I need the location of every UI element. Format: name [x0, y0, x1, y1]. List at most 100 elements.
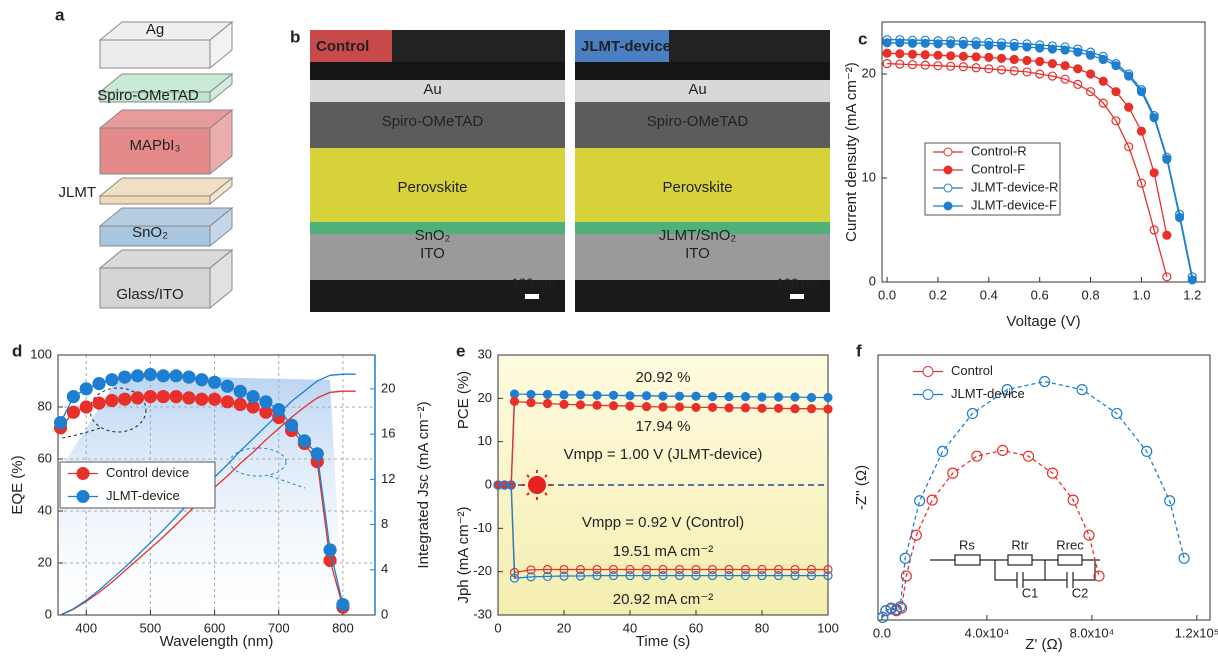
layer: [98, 72, 234, 104]
plot-frame: [881, 21, 1206, 283]
layer-side: [209, 108, 233, 176]
data-point: [542, 398, 553, 409]
data-point: [877, 611, 889, 623]
data-point: [880, 605, 892, 617]
x-tick-label: 1.2: [1183, 287, 1201, 302]
data-point: [724, 570, 734, 581]
data-point: [575, 571, 586, 581]
data-point: [195, 373, 209, 387]
data-point: [143, 367, 158, 382]
data-point: [53, 416, 68, 430]
data-point: [806, 564, 817, 575]
data-point: [1178, 552, 1190, 564]
sem-layer: [310, 80, 565, 102]
data-point: [1001, 384, 1013, 396]
layer-side: [209, 206, 233, 248]
data-point: [707, 402, 718, 413]
legend-label: Control-R: [971, 143, 1027, 158]
data-point: [1141, 445, 1153, 457]
data-point: [658, 564, 668, 575]
data-point: [757, 570, 767, 581]
arrow: [61, 427, 101, 439]
data-point: [996, 53, 1007, 64]
data-point: [559, 399, 569, 409]
data-point: [608, 564, 619, 575]
data-point: [757, 403, 767, 413]
data-point: [658, 402, 668, 412]
data-point: [156, 390, 170, 404]
layer-side: [209, 20, 233, 70]
data-point: [966, 407, 979, 420]
data-point: [297, 434, 312, 448]
data-point: [592, 570, 602, 581]
x-tick-label: 0.6: [1031, 287, 1049, 302]
sem-title-box: [575, 30, 669, 62]
y2-tick-label: 8: [381, 516, 388, 531]
data-point: [946, 51, 956, 61]
legend-label: Control device: [106, 465, 189, 480]
y-tick-label: 100: [30, 346, 52, 361]
data-point: [773, 570, 784, 581]
y2-axis-label: Integrated Jsc (mA cm⁻²): [415, 401, 432, 568]
data-point: [143, 390, 158, 404]
data-point: [724, 564, 734, 575]
y2-tick-label: 0: [381, 606, 388, 621]
y-tick-label: 80: [38, 398, 52, 413]
sem-layer-label: ITO: [420, 245, 445, 262]
data-point: [559, 564, 569, 575]
data-point: [1035, 56, 1045, 67]
data-point: [1162, 154, 1172, 164]
sem-layer: [575, 62, 830, 80]
data-point: [66, 390, 81, 404]
x-tick-label: 500: [140, 620, 162, 635]
data-point: [1124, 71, 1134, 81]
scale-label: 100 nm: [777, 275, 820, 290]
data-point: [1136, 87, 1147, 97]
data-point: [823, 570, 833, 581]
data-point: [1085, 69, 1096, 79]
y2-tick-label: 12: [381, 471, 395, 486]
data-point: [259, 395, 273, 409]
data-point: [882, 38, 892, 48]
data-point: [674, 564, 685, 575]
legend-label: Control-F: [971, 161, 1025, 176]
data-point: [773, 564, 784, 575]
series-line: [882, 449, 1100, 618]
data-point: [220, 379, 235, 393]
series-line: [498, 484, 828, 579]
data-point: [526, 398, 536, 408]
data-point: [958, 62, 968, 72]
data-point: [169, 390, 183, 404]
legend-label: JLMT-device-F: [971, 197, 1057, 212]
data-point: [542, 564, 553, 575]
y-axis-label: -Z'' (Ω): [853, 465, 870, 510]
data-point: [272, 403, 286, 417]
x-tick-label: 0: [494, 620, 501, 635]
annotation: 20.92 %: [635, 369, 690, 386]
data-point: [625, 391, 635, 401]
data-point: [233, 397, 247, 411]
x-tick-label: 100: [817, 620, 839, 635]
y-tick-label: -20: [473, 563, 492, 578]
x-axis-label: Z' (Ω): [1025, 636, 1062, 653]
data-point: [625, 401, 635, 411]
y-tick-label: -10: [473, 520, 492, 535]
data-point: [105, 373, 119, 387]
data-point: [323, 543, 337, 557]
data-point: [1085, 87, 1096, 97]
legend-marker: [922, 389, 934, 400]
sem-layer-label: ITO: [685, 245, 710, 262]
sem-layer: [310, 102, 565, 148]
x-tick-label: 0.8: [1082, 287, 1100, 302]
layer-top: [98, 177, 234, 197]
sem-layer-label: Perovskite: [397, 179, 467, 196]
data-point: [182, 370, 196, 384]
data-point: [509, 573, 520, 583]
y-tick-label: 10: [862, 169, 876, 184]
data-point: [691, 564, 701, 575]
data-point: [641, 564, 652, 575]
data-point: [996, 41, 1007, 51]
legend-marker: [76, 490, 90, 503]
data-point: [1111, 61, 1121, 71]
